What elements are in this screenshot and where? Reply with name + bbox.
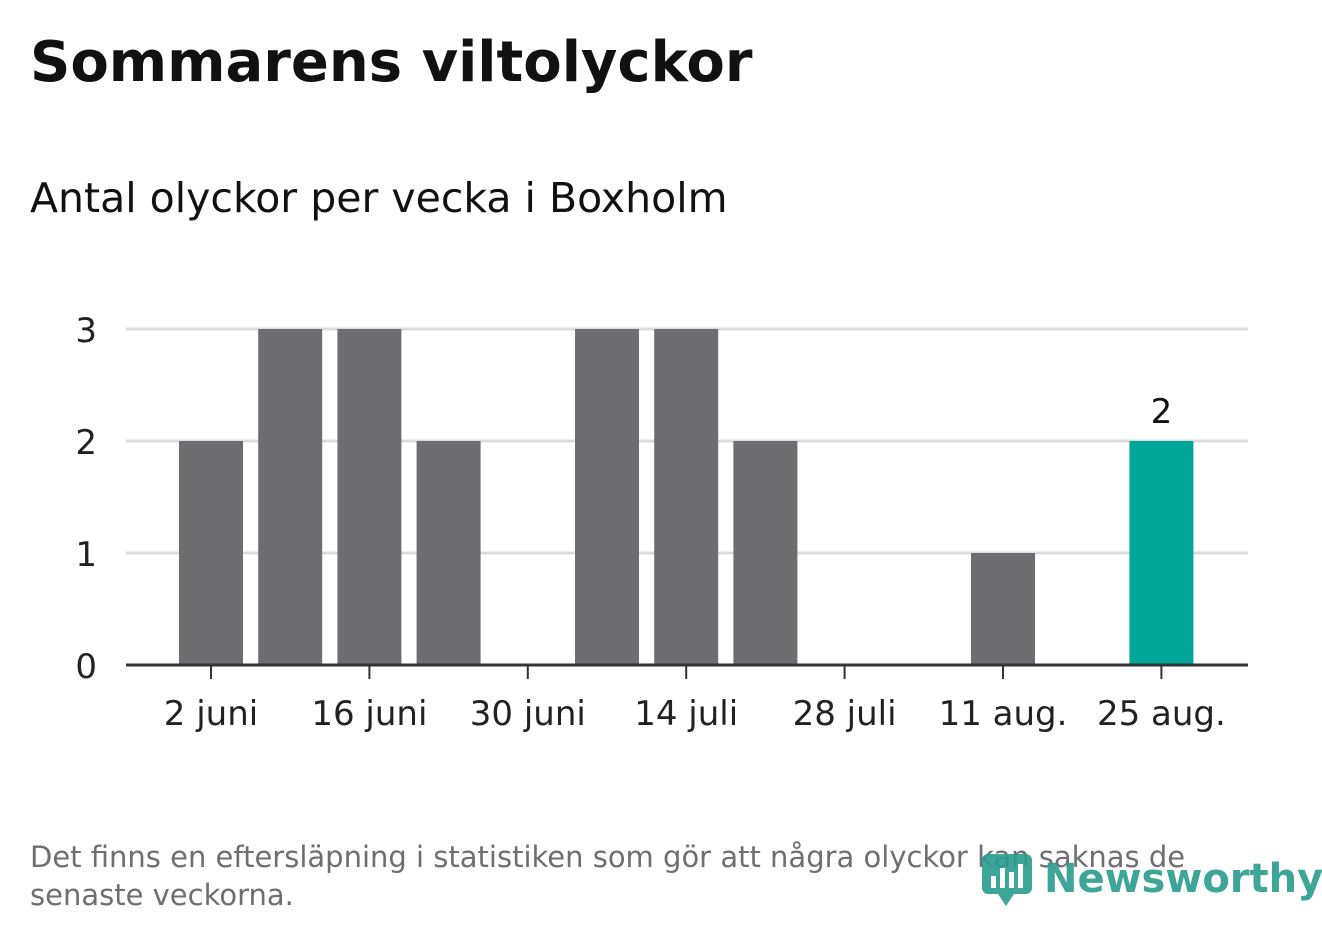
bar <box>654 329 719 665</box>
bars-layer <box>179 329 1194 665</box>
bar <box>258 329 323 665</box>
bar-highlight <box>1129 441 1194 665</box>
bar <box>575 329 639 665</box>
bar <box>733 441 798 665</box>
chart-title: Sommarens viltolyckor <box>30 30 753 95</box>
x-tick-label: 14 juli <box>634 694 738 734</box>
y-tick-label: 0 <box>75 647 97 687</box>
y-tick-label: 1 <box>75 535 97 575</box>
data-label: 2 <box>1151 392 1173 432</box>
x-tick-label: 30 juni <box>470 694 586 734</box>
chart-subtitle: Antal olyckor per vecka i Boxholm <box>30 174 728 222</box>
y-tick-label: 2 <box>75 423 97 463</box>
logo-text: Newsworthy <box>1044 856 1322 902</box>
y-tick-label: 3 <box>75 311 97 351</box>
newsworthy-logo: Newsworthy <box>980 850 1322 908</box>
newsworthy-logo-icon <box>982 854 1032 906</box>
labels-layer: 0 1 2 3 2 2 juni 16 juni 30 juni 14 juli 28 juli 1… <box>75 311 1225 734</box>
x-tick-label: 11 aug. <box>939 694 1068 734</box>
x-tick-label: 16 juni <box>311 694 427 734</box>
x-tick-label: 25 aug. <box>1097 694 1226 734</box>
x-tick-label: 28 juli <box>793 694 897 734</box>
bar <box>179 441 243 665</box>
x-axis <box>126 663 1248 679</box>
x-tick-label: 2 juni <box>164 694 258 734</box>
bar <box>337 329 402 665</box>
bar <box>971 553 1035 665</box>
bar <box>416 441 481 665</box>
bar-chart: 0 1 2 3 2 2 juni 16 juni 30 juni 14 juli 28 juli 1… <box>75 311 1248 734</box>
